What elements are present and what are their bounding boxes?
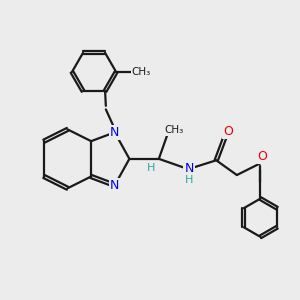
Text: CH₃: CH₃ [131, 67, 151, 77]
Text: H: H [147, 163, 156, 173]
Text: O: O [257, 150, 267, 163]
Text: CH₃: CH₃ [164, 125, 184, 135]
Text: N: N [110, 179, 119, 192]
Text: H: H [185, 175, 193, 185]
Text: N: N [184, 162, 194, 175]
Text: O: O [223, 125, 233, 138]
Text: N: N [110, 126, 119, 139]
